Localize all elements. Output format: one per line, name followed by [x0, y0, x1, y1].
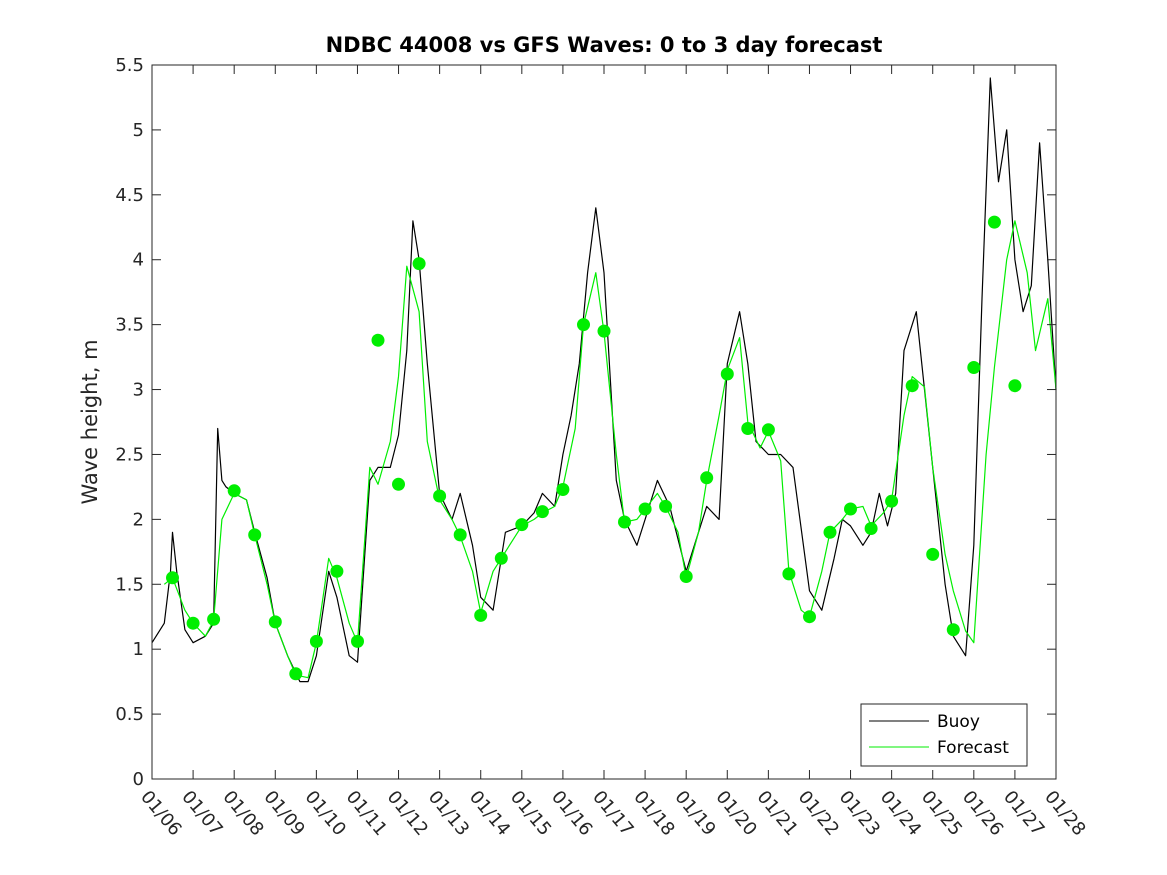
forecast-marker: [659, 499, 673, 513]
x-tick-label: 01/09: [259, 787, 308, 840]
y-tick-label: 5: [133, 120, 144, 141]
x-tick-label: 01/06: [136, 787, 185, 840]
legend-buoy-label: Buoy: [937, 712, 980, 732]
forecast-marker: [761, 423, 775, 437]
forecast-marker: [166, 571, 179, 585]
x-tick-label: 01/23: [835, 787, 884, 840]
forecast-marker: [474, 608, 488, 622]
forecast-marker: [700, 471, 714, 485]
plot-area: [151, 64, 1057, 780]
forecast-marker: [926, 547, 940, 561]
forecast-marker: [330, 564, 344, 578]
y-tick-label: 0: [133, 769, 144, 790]
x-tick-label: 01/27: [999, 787, 1048, 840]
y-axis-label: Wave height, m: [78, 339, 102, 504]
forecast-marker: [823, 525, 837, 539]
forecast-marker: [535, 505, 549, 519]
x-tick-label: 01/21: [753, 787, 802, 840]
plot-background: [152, 65, 1056, 779]
forecast-marker: [782, 567, 796, 581]
forecast-marker: [967, 361, 981, 374]
forecast-marker: [679, 570, 693, 583]
forecast-marker: [453, 528, 467, 542]
forecast-marker: [618, 515, 631, 529]
x-tick-label: 01/11: [342, 787, 391, 840]
forecast-marker: [351, 634, 364, 648]
x-tick-label: 01/25: [917, 787, 966, 840]
forecast-marker: [556, 483, 570, 496]
y-tick-label: 1: [133, 639, 144, 660]
forecast-marker: [227, 484, 241, 498]
x-tick-label: 01/13: [424, 787, 473, 840]
x-tick-label: 01/07: [177, 787, 226, 840]
forecast-marker: [844, 502, 857, 516]
x-tick-label: 01/20: [711, 787, 760, 840]
forecast-marker: [309, 634, 323, 648]
x-tick-label: 01/28: [1040, 787, 1089, 840]
forecast-marker: [248, 528, 262, 542]
chart-title: NDBC 44008 vs GFS Waves: 0 to 3 day fore…: [326, 33, 883, 57]
forecast-line: [163, 220, 1057, 679]
forecast-marker: [392, 477, 405, 491]
forecast-marker: [268, 615, 282, 629]
legend-box: [860, 703, 1028, 767]
y-axis-ticks: 0 0.5 1 1.5 2 2.5 3 3.5 4 4.5 5 5.5: [115, 55, 1056, 790]
x-tick-label: 01/19: [670, 787, 719, 840]
y-tick-label: 1.5: [115, 574, 144, 595]
y-tick-label: 4: [133, 250, 144, 271]
legend: Buoy Forecast: [860, 703, 1028, 767]
forecast-markers: [166, 215, 1022, 681]
forecast-marker: [597, 324, 611, 338]
forecast-marker: [577, 318, 590, 332]
forecast-marker: [186, 616, 200, 630]
forecast-marker: [207, 612, 221, 626]
x-tick-label: 01/14: [465, 787, 514, 840]
forecast-series-group: [163, 220, 1057, 679]
forecast-marker: [987, 215, 1001, 229]
forecast-marker: [864, 522, 878, 535]
forecast-marker: [638, 502, 652, 516]
forecast-marker: [905, 379, 919, 393]
x-tick-label: 01/08: [218, 787, 267, 840]
x-tick-label: 01/10: [301, 787, 350, 840]
forecast-marker: [289, 667, 303, 681]
forecast-marker: [412, 257, 426, 271]
y-tick-label: 4.5: [115, 185, 144, 206]
x-tick-label: 01/26: [958, 787, 1007, 840]
forecast-marker: [1008, 379, 1022, 393]
legend-forecast-label: Forecast: [937, 738, 1009, 758]
y-tick-label: 3: [133, 380, 144, 401]
x-tick-label: 01/17: [588, 787, 637, 840]
x-tick-label: 01/18: [629, 787, 678, 840]
x-tick-label: 01/12: [383, 787, 432, 840]
forecast-marker: [433, 489, 447, 503]
y-tick-label: 0.5: [115, 704, 144, 725]
forecast-marker: [720, 367, 734, 381]
forecast-marker: [494, 551, 508, 565]
forecast-marker: [885, 494, 899, 508]
x-tick-label: 01/16: [547, 787, 596, 840]
forecast-marker: [741, 422, 755, 435]
y-tick-label: 3.5: [115, 315, 144, 336]
y-tick-label: 5.5: [115, 55, 144, 76]
y-tick-label: 2.5: [115, 444, 144, 465]
x-tick-label: 01/24: [876, 787, 925, 840]
forecast-marker: [371, 333, 385, 347]
forecast-marker: [803, 610, 816, 624]
x-tick-label: 01/22: [794, 787, 843, 840]
x-tick-label: 01/15: [506, 787, 555, 840]
y-tick-label: 2: [133, 509, 144, 530]
forecast-marker: [515, 518, 529, 532]
forecast-marker: [946, 623, 960, 637]
